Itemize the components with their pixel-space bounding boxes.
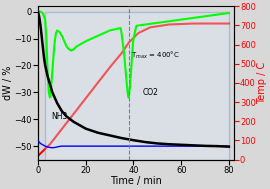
X-axis label: Time / min: Time / min xyxy=(110,176,162,186)
Y-axis label: dW / %: dW / % xyxy=(3,66,13,100)
Text: CO2: CO2 xyxy=(143,88,159,97)
Text: T$_{max}$ = 400°C: T$_{max}$ = 400°C xyxy=(131,49,180,61)
Text: NH3: NH3 xyxy=(51,112,68,121)
Y-axis label: Temp / C: Temp / C xyxy=(257,62,267,104)
